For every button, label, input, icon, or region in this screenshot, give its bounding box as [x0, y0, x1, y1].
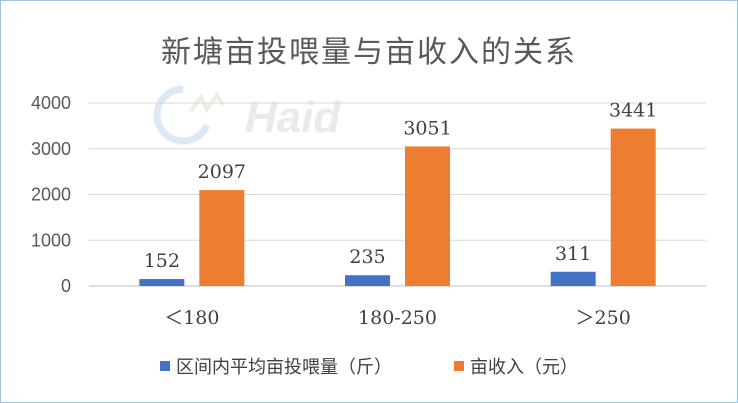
haid-logo-icon	[153, 85, 211, 145]
legend-item-feed: 区间内平均亩投喂量（斤）	[160, 353, 392, 379]
legend: 区间内平均亩投喂量（斤） 亩收入（元）	[1, 353, 737, 379]
bar-income	[199, 190, 245, 286]
bar-income	[405, 146, 450, 286]
y-tick-label: 1000	[31, 230, 71, 250]
data-label: 2097	[198, 161, 246, 183]
chart-title: 新塘亩投喂量与亩收入的关系	[161, 35, 577, 70]
y-tick-label: 0	[61, 276, 71, 296]
legend-label-feed: 区间内平均亩投喂量（斤）	[176, 357, 392, 378]
x-category-label: ＞250	[576, 307, 631, 329]
watermark-text: Haid	[245, 93, 341, 142]
x-category-label: 180-250	[358, 307, 437, 329]
data-label: 311	[555, 243, 591, 265]
bar-income	[610, 128, 656, 286]
y-tick-label: 4000	[31, 93, 71, 113]
legend-item-income: 亩收入（元）	[454, 353, 578, 379]
legend-swatch-feed	[160, 361, 170, 371]
bar-feed	[345, 275, 390, 286]
y-tick-label: 3000	[31, 139, 71, 159]
legend-label-income: 亩收入（元）	[470, 357, 578, 378]
legend-swatch-income	[454, 361, 464, 371]
data-label: 3441	[609, 100, 657, 122]
data-label: 3051	[403, 117, 451, 139]
data-label: 235	[349, 246, 385, 268]
data-label: 152	[144, 250, 180, 272]
bar-feed	[550, 271, 596, 286]
haid-watermark: Haid	[153, 85, 341, 145]
bar-feed	[139, 279, 185, 286]
y-tick-label: 2000	[31, 185, 71, 205]
x-category-label: ＜180	[164, 307, 219, 329]
